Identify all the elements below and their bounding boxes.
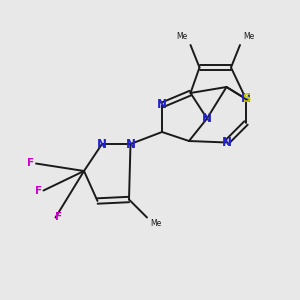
- Text: N: N: [125, 137, 136, 151]
- Text: F: F: [35, 185, 43, 196]
- Text: N: N: [241, 92, 251, 106]
- Text: N: N: [157, 98, 167, 112]
- Text: Me: Me: [243, 32, 254, 41]
- Text: N: N: [202, 112, 212, 125]
- Text: F: F: [27, 158, 34, 169]
- Text: Me: Me: [176, 32, 188, 41]
- Text: N: N: [97, 137, 107, 151]
- Text: Me: Me: [150, 219, 161, 228]
- Text: S: S: [242, 92, 250, 106]
- Text: F: F: [55, 212, 62, 223]
- Text: N: N: [221, 136, 232, 149]
